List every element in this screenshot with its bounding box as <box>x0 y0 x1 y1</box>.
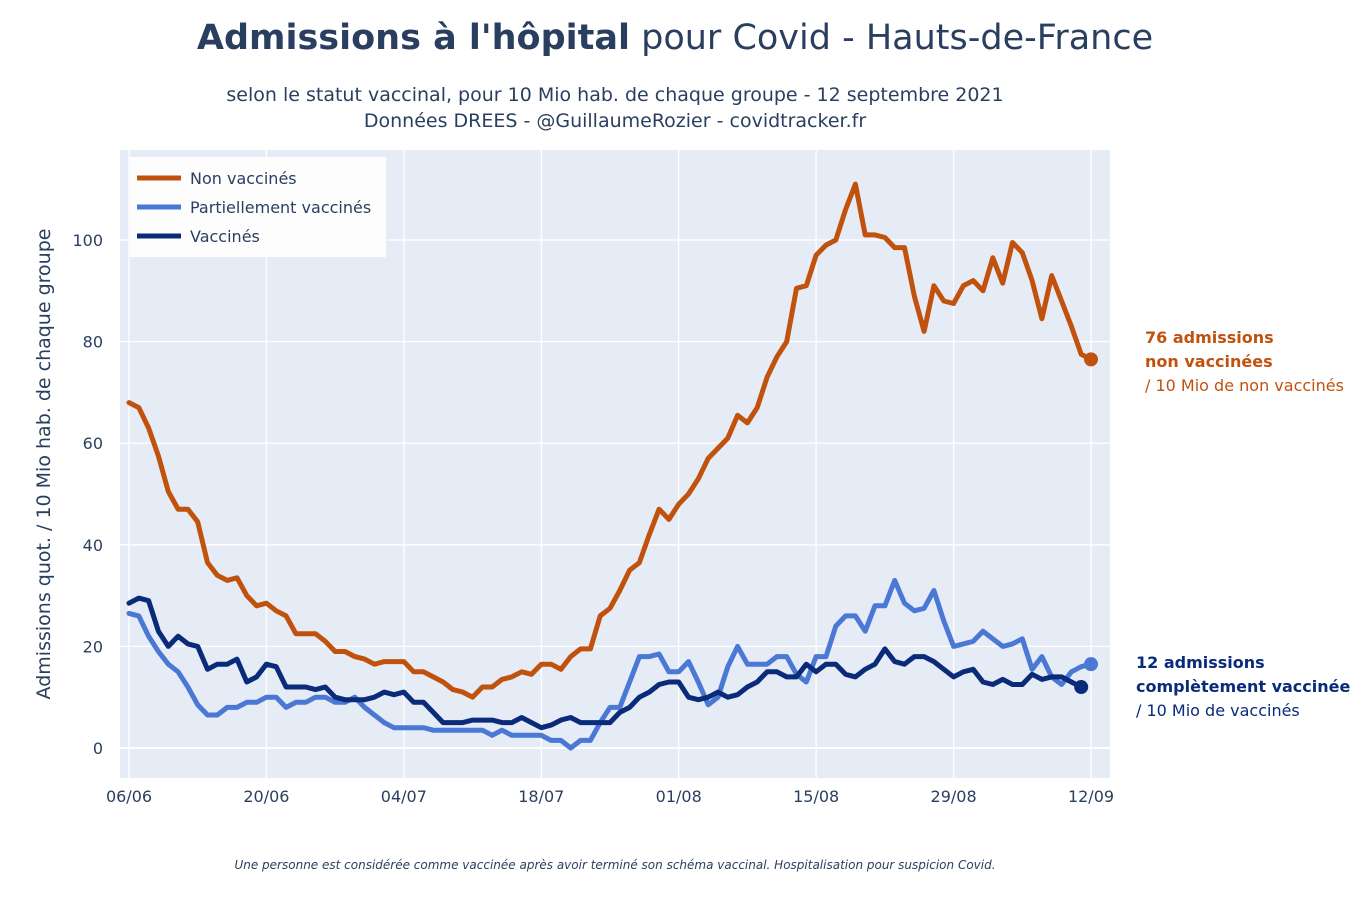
y-tick-label: 40 <box>83 536 103 555</box>
y-axis-ticks: 0 20 40 60 80 100 <box>72 231 103 758</box>
y-tick-label: 20 <box>83 637 103 656</box>
chart-title-bold: Admissions à l'hôpital <box>196 18 630 58</box>
y-tick-label: 100 <box>72 231 103 250</box>
series-endpoint-marker <box>1084 657 1098 672</box>
series-line <box>126 595 1084 731</box>
annotation-unvaccinated-line-3: / 10 Mio de non vaccinés <box>1145 376 1344 395</box>
x-tick-label: 18/07 <box>518 787 564 806</box>
x-tick-label: 04/07 <box>381 787 427 806</box>
x-tick-label: 06/06 <box>106 787 152 806</box>
annotation-unvaccinated: 76 admissions non vaccinées / 10 Mio de … <box>1145 326 1344 398</box>
series-line <box>126 577 1094 751</box>
subtitle-line-2: Données DREES - @GuillaumeRozier - covid… <box>363 110 867 132</box>
legend[interactable]: Non vaccinés Partiellement vaccinés Vaccin… <box>130 157 386 257</box>
chart-subtitle: selon le statut vaccinal, pour 10 Mio ha… <box>0 82 1230 134</box>
series-lines <box>126 181 1094 751</box>
series-line <box>126 181 1094 700</box>
x-tick-label: 12/09 <box>1068 787 1114 806</box>
annotation-vaccinated-line-2: complètement vaccinée <box>1136 677 1350 696</box>
series-endpoints <box>1074 352 1098 695</box>
x-tick-label: 15/08 <box>793 787 839 806</box>
y-tick-label: 60 <box>83 434 103 453</box>
footnote: Une personne est considérée comme vaccin… <box>234 858 996 872</box>
y-axis-label: Admissions quot. / 10 Mio hab. de chaque… <box>33 229 55 700</box>
annotation-vaccinated-line-3: / 10 Mio de vaccinés <box>1136 701 1300 720</box>
chart-title: Admissions à l'hôpital pour Covid - Haut… <box>0 18 1350 58</box>
subtitle-line-1: selon le statut vaccinal, pour 10 Mio ha… <box>226 84 1004 106</box>
legend-entry-label: Non vaccinés <box>190 169 297 188</box>
x-tick-label: 29/08 <box>931 787 977 806</box>
y-tick-label: 80 <box>83 333 103 352</box>
y-tick-label: 0 <box>93 739 103 758</box>
x-tick-label: 01/08 <box>656 787 702 806</box>
chart-title-rest: pour Covid - Hauts-de-France <box>629 18 1154 58</box>
annotation-unvaccinated-line-1: 76 admissions <box>1145 328 1274 347</box>
annotation-vaccinated: 12 admissions complètement vaccinée / 10… <box>1136 651 1350 723</box>
series-endpoint-marker <box>1084 352 1098 367</box>
legend-entry-label: Vaccinés <box>190 227 260 246</box>
x-axis-ticks: 06/06 20/06 04/07 18/07 01/08 15/08 29/08 12/09 <box>106 787 1114 806</box>
x-tick-label: 20/06 <box>243 787 289 806</box>
annotation-unvaccinated-line-2: non vaccinées <box>1145 352 1273 371</box>
legend-entry-label: Partiellement vaccinés <box>190 198 371 217</box>
series-endpoint-marker <box>1074 680 1089 695</box>
annotation-vaccinated-line-1: 12 admissions <box>1136 653 1265 672</box>
